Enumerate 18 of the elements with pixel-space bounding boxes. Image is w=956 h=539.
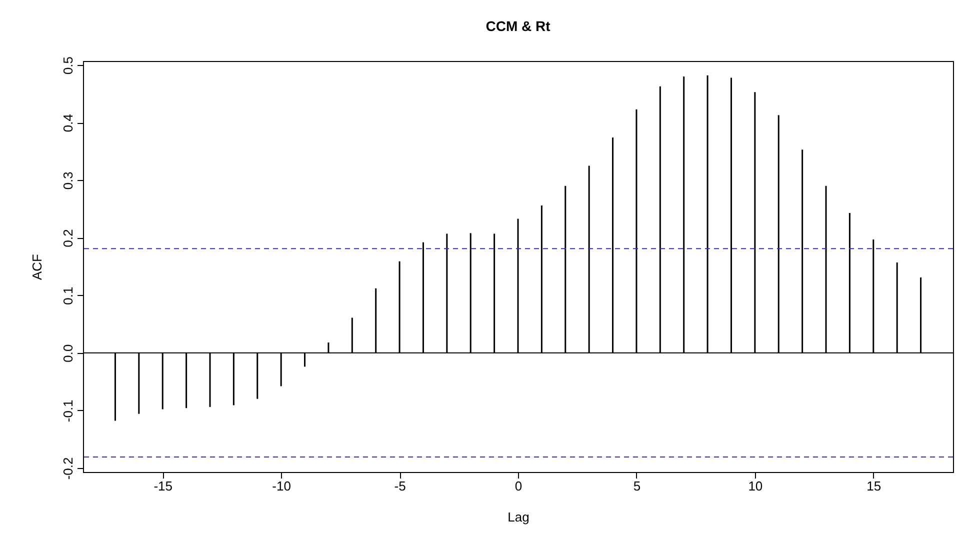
chart-title: CCM & Rt bbox=[486, 18, 551, 34]
y-tick-label: 0.2 bbox=[60, 229, 76, 248]
y-tick-label: 0.5 bbox=[60, 56, 76, 75]
y-tick-label: -0.1 bbox=[60, 400, 76, 422]
x-tick-label: -10 bbox=[272, 478, 291, 494]
x-tick-label: 10 bbox=[748, 478, 763, 494]
x-tick-label: -15 bbox=[154, 478, 173, 494]
x-axis-title: Lag bbox=[508, 510, 530, 524]
x-tick-label: 0 bbox=[514, 478, 522, 494]
y-tick-label: 0.1 bbox=[60, 286, 76, 305]
y-tick-label: 0.3 bbox=[60, 172, 76, 190]
x-tick-label: -5 bbox=[394, 478, 406, 494]
y-tick-label: -0.2 bbox=[60, 457, 76, 480]
x-tick-label: 5 bbox=[633, 478, 641, 494]
y-tick-label: 0.0 bbox=[60, 344, 76, 362]
y-tick-label: 0.4 bbox=[60, 114, 76, 132]
x-tick-label: 15 bbox=[866, 478, 882, 494]
y-axis-title: ACF bbox=[30, 254, 44, 280]
